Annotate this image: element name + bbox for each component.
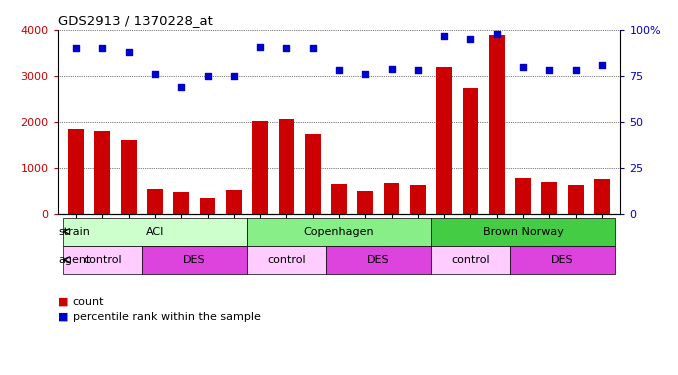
Bar (142, 246, 247, 274)
Text: ACI: ACI (146, 226, 164, 237)
Bar (305, 134, 321, 214)
Text: GDS2913 / 1370228_at: GDS2913 / 1370228_at (58, 15, 212, 27)
Text: strain: strain (58, 226, 90, 237)
Bar (94, 131, 111, 214)
Point (307, 45, 318, 51)
Bar (247, 246, 326, 274)
Point (123, 49, 134, 55)
Point (492, 31, 502, 37)
Text: Brown Norway: Brown Norway (483, 226, 563, 237)
Point (597, 62, 607, 68)
Bar (226, 190, 241, 214)
Bar (510, 246, 615, 274)
Bar (63, 246, 142, 274)
Bar (437, 67, 452, 214)
Point (150, 71, 161, 77)
Bar (279, 119, 294, 214)
Point (255, 44, 266, 50)
Text: ■: ■ (58, 312, 68, 322)
Bar (489, 34, 504, 214)
Point (439, 33, 450, 39)
Bar (567, 185, 584, 214)
Bar (410, 185, 426, 214)
Text: DES: DES (367, 255, 390, 265)
Text: Copenhagen: Copenhagen (304, 226, 374, 237)
Bar (431, 217, 615, 246)
Point (412, 68, 423, 74)
Text: percentile rank within the sample: percentile rank within the sample (73, 312, 260, 322)
Point (465, 36, 476, 42)
Bar (462, 88, 479, 214)
Point (228, 73, 239, 79)
Bar (247, 217, 431, 246)
Bar (431, 246, 510, 274)
Text: DES: DES (551, 255, 574, 265)
Point (97, 45, 108, 51)
Bar (63, 217, 247, 246)
Bar (594, 179, 610, 214)
Text: ■: ■ (58, 297, 68, 307)
Bar (326, 246, 431, 274)
Text: agent: agent (58, 255, 91, 265)
Point (544, 68, 555, 74)
Bar (68, 129, 84, 214)
Point (517, 64, 528, 70)
Text: control: control (83, 255, 121, 265)
Point (281, 45, 292, 51)
Point (386, 66, 397, 72)
Bar (384, 183, 399, 214)
Bar (121, 140, 136, 214)
Bar (174, 192, 189, 214)
Text: count: count (73, 297, 104, 307)
Point (71, 45, 81, 51)
Point (334, 68, 344, 74)
Point (202, 73, 213, 79)
Point (360, 71, 371, 77)
Bar (147, 189, 163, 214)
Bar (252, 121, 268, 214)
Point (570, 68, 581, 74)
Text: control: control (267, 255, 306, 265)
Bar (515, 178, 531, 214)
Bar (542, 182, 557, 214)
Text: DES: DES (183, 255, 205, 265)
Bar (199, 198, 216, 214)
Point (176, 84, 186, 90)
Text: control: control (451, 255, 490, 265)
Bar (357, 191, 373, 214)
Bar (331, 184, 347, 214)
